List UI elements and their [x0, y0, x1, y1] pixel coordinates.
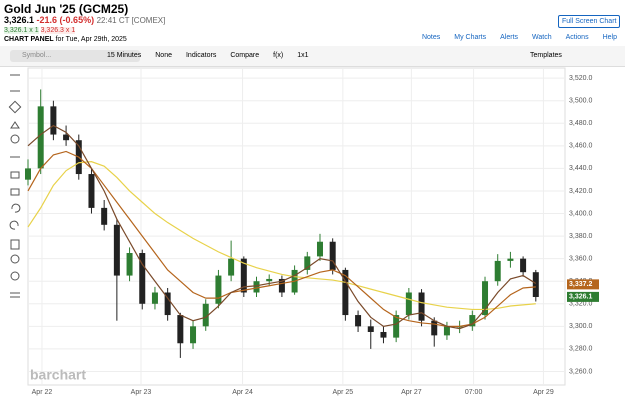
- y-tick-label: 3,420.0: [569, 188, 592, 195]
- header-link[interactable]: Watch: [532, 34, 552, 41]
- candle-body: [304, 256, 311, 270]
- y-tick-label: 3,320.0: [569, 301, 592, 308]
- candle-body: [443, 326, 450, 336]
- candle-body: [37, 106, 44, 169]
- candle-body: [405, 292, 412, 316]
- drawing-tools: [8, 74, 22, 298]
- candle-body: [494, 260, 501, 282]
- x-tick-label: Apr 23: [131, 389, 152, 396]
- candle-body: [329, 241, 336, 270]
- panel: CHART PANEL for Tue, Apr 29th, 2025: [4, 36, 127, 43]
- last-value-label: 3,326.1: [569, 294, 592, 301]
- full-screen-button[interactable]: Full Screen Chart: [558, 15, 621, 28]
- x-tick-label: Apr 25: [333, 389, 354, 396]
- last-value-box: [567, 279, 599, 290]
- moving-average: [27, 161, 536, 311]
- candle-body: [164, 292, 171, 316]
- y-tick-label: 3,520.0: [569, 75, 592, 82]
- candle-body: [63, 134, 70, 141]
- toolbar-item[interactable]: 1x1: [297, 52, 309, 59]
- candle-body: [482, 281, 489, 316]
- x-tick-label: Apr 27: [401, 389, 422, 396]
- candle-body: [469, 315, 476, 327]
- panel-date: for Tue, Apr 29th, 2025: [55, 36, 127, 43]
- header-link[interactable]: My Charts: [454, 34, 487, 41]
- candle-body: [316, 241, 323, 257]
- candle-body: [190, 326, 197, 344]
- bid-ask: 3,326.1 x 1 3,326.3 x 1: [4, 27, 76, 34]
- y-tick-label: 3,260.0: [569, 368, 592, 375]
- candle-body: [25, 168, 31, 180]
- candle-body: [431, 320, 438, 336]
- toolbar-item[interactable]: None: [155, 52, 172, 59]
- symbol-search[interactable]: Symbol...: [10, 50, 140, 62]
- x-tick-label: 07:00: [465, 389, 483, 396]
- candle-body: [418, 292, 425, 321]
- y-tick-label: 3,280.0: [569, 346, 592, 353]
- candle-body: [355, 315, 362, 327]
- title: Gold Jun '25 (GCM25): [4, 2, 129, 16]
- header-links: Notes My Charts Alerts Watch Actions Help: [422, 34, 617, 41]
- y-tick-label: 3,480.0: [569, 120, 592, 127]
- header-link[interactable]: Alerts: [500, 34, 519, 41]
- candle-body: [240, 258, 247, 293]
- watermark: barchart: [30, 367, 86, 383]
- toolbar-items: 15 Minutes None Indicators Compare f(x) 1x1: [107, 52, 309, 59]
- y-tick-label: 3,300.0: [569, 323, 592, 330]
- candle-body: [101, 207, 108, 225]
- candle-body: [520, 258, 527, 273]
- candle-body: [215, 275, 222, 304]
- time: 22:41 CT [COMEX]: [96, 16, 166, 25]
- y-tick-label: 3,360.0: [569, 255, 592, 262]
- y-tick-label: 3,380.0: [569, 233, 592, 240]
- candle-body: [88, 174, 95, 208]
- candle-body: [278, 278, 285, 293]
- last-value-box: [567, 291, 599, 302]
- header-link[interactable]: Actions: [565, 34, 589, 41]
- bid: 3,326.1 x 1: [4, 27, 39, 34]
- moving-average: [27, 150, 536, 327]
- candle-body: [342, 269, 349, 316]
- candle-body: [253, 281, 260, 293]
- plot-border: [27, 67, 566, 386]
- x-tick-label: Apr 22: [32, 389, 53, 396]
- change: -21.6 (-0.65%): [36, 15, 95, 25]
- templates[interactable]: Templates: [530, 52, 562, 59]
- candle-body: [126, 253, 133, 276]
- candle-body: [393, 315, 400, 338]
- candle-body: [266, 278, 273, 282]
- candle-body: [151, 292, 158, 304]
- ask: 3,326.3 x 1: [40, 27, 76, 34]
- header-link[interactable]: Help: [602, 34, 617, 41]
- candle-body: [380, 331, 387, 338]
- panel-label: CHART PANEL: [4, 36, 54, 43]
- candle-body: [202, 303, 209, 327]
- candle-body: [139, 253, 146, 304]
- quote: 3,326.1 -21.6 (-0.65%) 22:41 CT [COMEX]: [4, 15, 165, 25]
- candle-body: [367, 326, 374, 332]
- candle-body: [507, 258, 514, 261]
- toolbar: [0, 46, 625, 67]
- candle-body: [228, 258, 235, 276]
- y-tick-label: 3,440.0: [569, 165, 592, 172]
- toolbar-item[interactable]: Indicators: [185, 52, 217, 59]
- candle-body: [50, 106, 57, 135]
- toolbar-item[interactable]: f(x): [273, 52, 284, 59]
- toolbar-item[interactable]: Compare: [230, 52, 260, 59]
- y-tick-label: 3,500.0: [569, 98, 592, 105]
- candle-body: [532, 272, 539, 298]
- last-value-label: 3,337.2: [569, 281, 592, 288]
- candle-body: [177, 315, 184, 344]
- header-link[interactable]: Notes: [421, 34, 441, 41]
- x-tick-label: Apr 29: [533, 389, 554, 396]
- y-tick-label: 3,460.0: [569, 143, 592, 150]
- candle-body: [113, 224, 120, 276]
- toolbar-item[interactable]: 15 Minutes: [107, 52, 142, 59]
- moving-average: [27, 124, 537, 330]
- price: 3,326.1: [4, 15, 35, 25]
- x-tick-label: Apr 24: [232, 389, 253, 396]
- y-tick-label: 3,400.0: [569, 210, 592, 217]
